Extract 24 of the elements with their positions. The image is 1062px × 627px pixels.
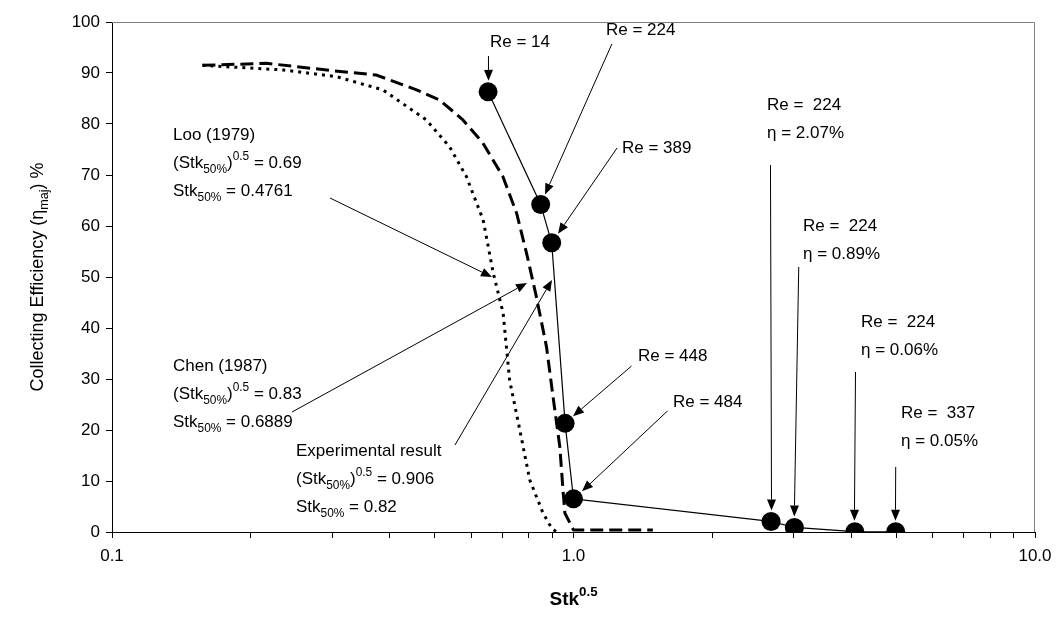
y-tick-label: 60 bbox=[81, 215, 100, 235]
y-tick-label: 20 bbox=[81, 419, 100, 439]
x-tick-label: 0.1 bbox=[100, 545, 124, 565]
x-tick-label: 1.0 bbox=[561, 545, 586, 565]
y-tick-label: 50 bbox=[81, 266, 100, 286]
annotation: Re = 389 bbox=[622, 137, 692, 157]
y-tick-label: 80 bbox=[81, 113, 100, 133]
annotation: Re = 448 bbox=[638, 345, 708, 365]
y-tick-label: 70 bbox=[81, 164, 100, 184]
y-tick-label: 10 bbox=[81, 470, 100, 490]
y-tick-label: 0 bbox=[90, 521, 100, 541]
annotation: Re = 224 η = 0.89% bbox=[803, 215, 881, 263]
annotation: Re = 14 bbox=[490, 31, 551, 51]
y-tick-label: 30 bbox=[81, 368, 100, 388]
y-axis-title: Collecting Efficiency (ηmaj) % bbox=[26, 162, 52, 392]
y-tick-label: 100 bbox=[71, 11, 100, 31]
annotation: Re = 224 η = 2.07% bbox=[767, 94, 845, 142]
x-tick-label: 10.0 bbox=[1018, 545, 1052, 565]
y-tick-label: 40 bbox=[81, 317, 100, 337]
annotation: Re = 337 η = 0.05% bbox=[901, 402, 979, 450]
annotation: Re = 224 bbox=[606, 19, 676, 39]
annotation: Re = 484 bbox=[673, 391, 743, 411]
y-tick-label: 90 bbox=[81, 62, 100, 82]
annotation: Re = 224 η = 0.06% bbox=[861, 311, 939, 359]
